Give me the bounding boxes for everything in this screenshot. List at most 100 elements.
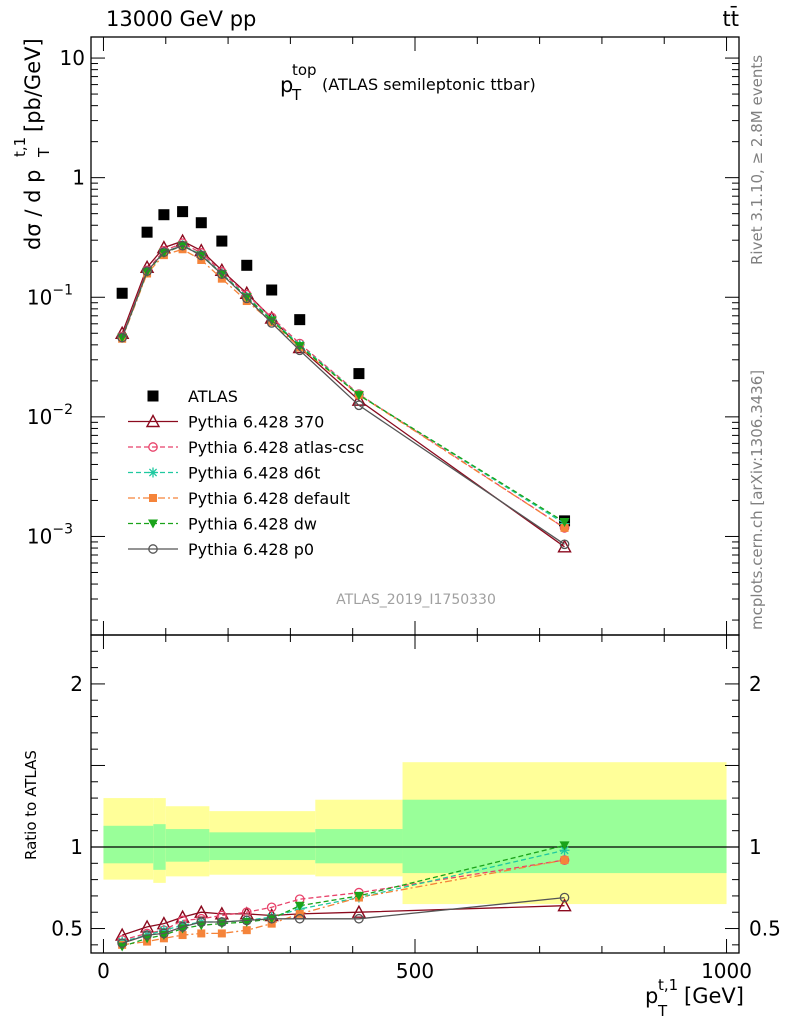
series-line-default bbox=[121, 248, 565, 529]
series-p0 bbox=[117, 892, 570, 949]
data-point-p0 bbox=[266, 318, 277, 328]
series-line-atlas_csc bbox=[121, 242, 565, 529]
band-inner bbox=[209, 832, 316, 861]
mcplots-label: mcplots.cern.ch [arXiv:1306.3436] bbox=[748, 370, 766, 630]
data-point-p370 bbox=[557, 539, 572, 553]
main-title-rest: (ATLAS semileptonic ttbar) bbox=[322, 75, 536, 94]
ratio-uncertainty-bands bbox=[103, 762, 727, 905]
ratio-y-axis-label: Ratio to ATLAS bbox=[22, 750, 40, 860]
data-point-p0 bbox=[294, 913, 305, 924]
x-label-superscript: t,1 bbox=[658, 976, 678, 994]
data-point-p0 bbox=[354, 400, 364, 411]
rivet-label: Rivet 3.1.10, ≥ 2.8M events bbox=[748, 55, 766, 265]
main-y-label-main: dσ / d p bbox=[21, 170, 45, 250]
ratio-y-tick-label: 0.5 bbox=[51, 917, 83, 941]
ratio-panel: 0.5 0.5 1 1 2 2 0 500 1000 Ratio to ATLAS p t,1… bbox=[22, 634, 781, 1020]
data-point-p0 bbox=[196, 917, 207, 927]
series-line-p370 bbox=[121, 905, 565, 936]
main-plot-area bbox=[114, 206, 572, 553]
data-point-p370 bbox=[557, 898, 572, 912]
legend-entry-dw: Pythia 6.428 dw bbox=[128, 515, 317, 534]
legend-label: ATLAS bbox=[188, 387, 238, 406]
data-point-dw bbox=[559, 841, 570, 851]
ratio-y-tick-label-right: 0.5 bbox=[749, 917, 781, 941]
data-point-atlas_csc bbox=[559, 855, 570, 865]
ratio-x-axis-label: p t,1 T [GeV] bbox=[645, 976, 744, 1020]
data-point-p0 bbox=[196, 250, 207, 261]
data-point-default bbox=[197, 929, 206, 938]
series-line-dw bbox=[121, 844, 565, 948]
legend-label: Pythia 6.428 d6t bbox=[188, 464, 320, 483]
data-point-atlas bbox=[116, 287, 128, 299]
legend-entry-d6t: Pythia 6.428 d6t bbox=[128, 464, 320, 483]
data-point-default bbox=[560, 856, 569, 865]
data-point-p0 bbox=[241, 915, 252, 926]
data-point-atlas bbox=[266, 284, 278, 296]
main-y-ticks: 10 1 10−1 10−2 10−3 bbox=[27, 46, 739, 621]
data-point-default bbox=[295, 909, 304, 918]
series-d6t bbox=[117, 240, 570, 529]
legend-entry-p0: Pythia 6.428 p0 bbox=[128, 540, 314, 559]
y-tick-label: 10−1 bbox=[27, 282, 73, 309]
data-point-p0 bbox=[354, 913, 364, 924]
main-panel: 10 1 10−1 10−2 10−3 p top T (ATLAS semilepto… bbox=[11, 36, 740, 636]
legend-marker-atlas_csc bbox=[148, 442, 158, 452]
process-label: tt̄ bbox=[723, 6, 739, 31]
series-line-d6t bbox=[122, 849, 565, 943]
data-point-default bbox=[560, 523, 569, 532]
legend-label: Pythia 6.428 dw bbox=[188, 515, 317, 534]
data-point-atlas bbox=[241, 259, 253, 271]
data-point-p0 bbox=[159, 247, 169, 258]
legend-entry-default: Pythia 6.428 default bbox=[128, 489, 350, 508]
band-inner bbox=[165, 829, 210, 862]
legend-entry-p370: Pythia 6.428 370 bbox=[128, 413, 324, 432]
ratio-y-tick-label-right: 2 bbox=[749, 672, 762, 696]
band-inner bbox=[103, 825, 154, 864]
data-point-p0 bbox=[142, 930, 152, 940]
main-title-superscript: top bbox=[292, 61, 317, 79]
x-label-rest: [GeV] bbox=[684, 984, 744, 1008]
data-point-d6t bbox=[158, 925, 169, 936]
data-point-p370 bbox=[351, 904, 367, 918]
main-title-main: p bbox=[280, 73, 293, 97]
ratio-y-ticks: 0.5 0.5 1 1 2 2 bbox=[51, 634, 781, 946]
legend-marker-p0 bbox=[148, 544, 158, 554]
data-point-atlas bbox=[294, 314, 306, 326]
data-point-p0 bbox=[117, 332, 128, 343]
legend-marker-d6t bbox=[148, 467, 158, 478]
data-point-atlas_csc bbox=[266, 902, 277, 913]
legend-entry-atlas: ATLAS bbox=[147, 387, 238, 406]
analysis-label: ATLAS_2019_I1750330 bbox=[336, 592, 496, 608]
x-tick-label: 500 bbox=[396, 959, 434, 983]
main-y-axis-label: dσ / d p t,1 T [pb/GeV] bbox=[11, 38, 53, 250]
x-label-main: p bbox=[645, 984, 658, 1008]
main-x-ticks bbox=[102, 37, 728, 635]
data-point-p0 bbox=[559, 539, 570, 550]
legend-label: Pythia 6.428 p0 bbox=[188, 540, 314, 559]
energy-label: 13000 GeV pp bbox=[106, 7, 256, 31]
data-point-dw bbox=[117, 333, 128, 343]
y-tick-label: 10−2 bbox=[27, 402, 73, 429]
series-line-atlas_csc bbox=[122, 859, 565, 941]
series-atlas bbox=[116, 206, 571, 527]
data-point-dw bbox=[266, 316, 277, 326]
data-point-atlas bbox=[141, 226, 153, 238]
data-point-atlas bbox=[177, 206, 189, 218]
main-y-label-subscript: T bbox=[35, 147, 53, 158]
ratio-plot-area bbox=[114, 841, 572, 952]
y-tick-label: 10 bbox=[60, 46, 85, 70]
series-line-p0 bbox=[121, 244, 565, 545]
legend-marker-p370 bbox=[145, 414, 161, 428]
x-tick-label: 1000 bbox=[701, 959, 752, 983]
legend-label: Pythia 6.428 default bbox=[188, 489, 350, 508]
ratio-y-tick-label: 1 bbox=[70, 835, 83, 859]
main-title: p bbox=[280, 73, 293, 97]
x-tick-label: 0 bbox=[97, 959, 110, 983]
legend-entry-atlas_csc: Pythia 6.428 atlas-csc bbox=[128, 438, 364, 457]
data-point-default bbox=[178, 931, 187, 940]
data-point-p0 bbox=[294, 345, 305, 356]
legend: ATLAS Pythia 6.428 370 Pythia 6.428 atlas-… bbox=[128, 387, 364, 559]
legend-marker-default bbox=[149, 494, 157, 502]
legend-marker-atlas bbox=[147, 390, 159, 402]
